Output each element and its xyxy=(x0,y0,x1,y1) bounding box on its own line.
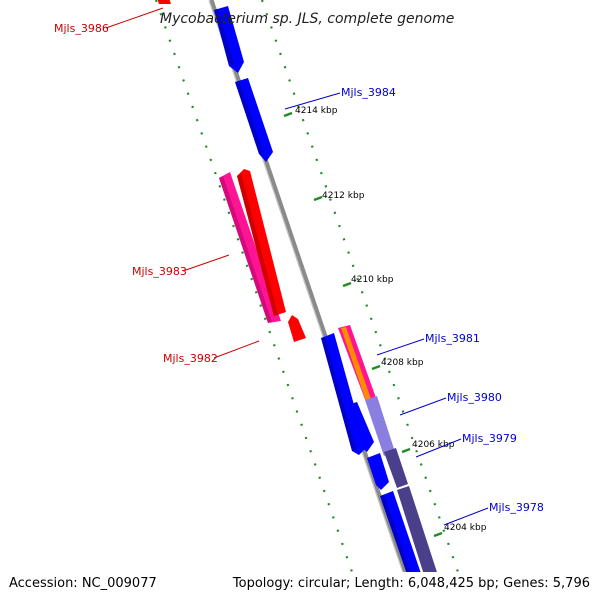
leader-mjls-3978 xyxy=(443,507,489,526)
gene-arrow-mjls-3980-lavender[interactable] xyxy=(365,396,395,456)
leader-mjls-3983 xyxy=(182,254,230,272)
major-tick xyxy=(313,195,323,202)
leader-mjls-3981 xyxy=(376,338,425,356)
inner-tick-track xyxy=(154,0,354,572)
gene-label-mjls-3984[interactable]: Mjls_3984 xyxy=(341,86,396,99)
leader-mjls-3986 xyxy=(105,7,164,29)
gene-arrow-mjls-3984-shade xyxy=(235,81,263,154)
leader-mjls-3980 xyxy=(399,397,447,416)
kbp-label-4204: 4204 kbp xyxy=(444,523,487,533)
leader-mjls-3982 xyxy=(213,340,260,359)
gene-arrow-mjls-3981-shade xyxy=(321,337,356,451)
gene-arrow-mjls-3979-purple[interactable] xyxy=(384,448,408,488)
gene-arrow-mjls-3981-overlay-orange xyxy=(341,327,371,401)
gene-arrow-mjls-3984[interactable] xyxy=(235,78,273,162)
gene-arrow-mjls-3978-purple[interactable] xyxy=(397,486,446,600)
kbp-label-4210: 4210 kbp xyxy=(351,275,394,285)
gene-arrow-mjls-3985[interactable] xyxy=(214,6,244,73)
gene-arrow-mjls-3978-shade xyxy=(380,495,411,572)
kbp-label-4212: 4212 kbp xyxy=(322,191,365,201)
gene-label-mjls-3978[interactable]: Mjls_3978 xyxy=(489,501,544,514)
gene-label-mjls-3986[interactable]: Mjls_3986 xyxy=(54,22,109,35)
gene-arrow-mjls-3983-shade xyxy=(219,176,272,323)
gene-label-mjls-3982[interactable]: Mjls_3982 xyxy=(163,352,218,365)
leader-mjls-3984 xyxy=(284,92,341,110)
gene-label-mjls-3981[interactable]: Mjls_3981 xyxy=(425,332,480,345)
gene-arrow-mjls-3978[interactable] xyxy=(380,491,430,600)
gene-arrow-mjls-3985-shade xyxy=(214,9,234,66)
gene-arrow-mjls-3982-upper-shade xyxy=(237,173,278,316)
major-tick xyxy=(283,111,293,118)
topology-text: Topology: circular; Length: 6,048,425 bp… xyxy=(232,576,590,591)
kbp-label-4206: 4206 kbp xyxy=(412,440,455,450)
gene-arrow-mjls-3983[interactable] xyxy=(219,172,281,323)
major-tick xyxy=(433,531,443,538)
gene-arrow-mjls-3986[interactable] xyxy=(156,0,171,4)
kbp-label-4208: 4208 kbp xyxy=(381,358,424,368)
leader-mjls-3979 xyxy=(415,438,462,458)
accession-text: Accession: NC_009077 xyxy=(9,576,157,591)
major-tick xyxy=(401,447,411,454)
gene-arrow-mjls-3982[interactable] xyxy=(288,315,306,342)
major-tick xyxy=(371,364,381,371)
genome-title: Mycobacterium sp. JLS, complete genome xyxy=(160,11,454,27)
gene-arrow-mjls-3980[interactable] xyxy=(345,402,374,452)
kbp-label-4214: 4214 kbp xyxy=(295,106,338,116)
gene-label-mjls-3983[interactable]: Mjls_3983 xyxy=(132,265,187,278)
gene-label-mjls-3980[interactable]: Mjls_3980 xyxy=(447,391,502,404)
major-tick xyxy=(342,281,352,288)
gene-label-mjls-3979[interactable]: Mjls_3979 xyxy=(462,432,517,445)
gene-arrow-mjls-3979[interactable] xyxy=(367,453,389,490)
